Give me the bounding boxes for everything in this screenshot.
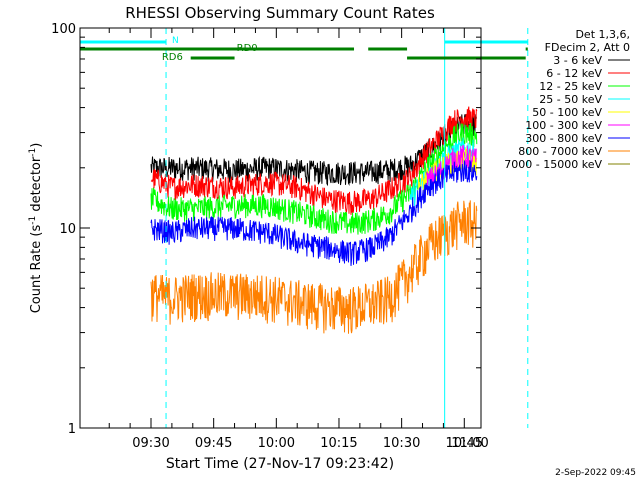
x-tick-label-2: 10:00 (258, 436, 295, 451)
legend-label-7: 800 - 7000 keV (518, 145, 602, 158)
series-line-800-7000keV (150, 200, 478, 334)
bar-label-RD6: RD6 (162, 52, 183, 63)
y-tick-label-2: 100 (51, 22, 76, 37)
y-axis-label: Count Rate (s-1 detector-1) (28, 143, 44, 314)
legend-label-4: 50 - 100 keV (532, 106, 602, 119)
y-axis-label-mid: detector (29, 156, 44, 216)
y-axis-label-sup2: -1 (28, 148, 38, 157)
bar-label-RD0: RD0 (237, 43, 258, 54)
x-tick-label-4: 10:30 (383, 436, 420, 451)
y-tick-label-1: 10 (59, 222, 76, 237)
data-layer (150, 106, 478, 334)
x-tick-label-5: 10:45 (446, 436, 483, 451)
x-tick-label-3: 10:15 (320, 436, 357, 451)
legend-label-5: 100 - 300 keV (525, 119, 602, 132)
y-axis-label-sup1: -1 (28, 216, 38, 225)
x-tick-label-6: 11:00 (451, 436, 488, 451)
y-tick-label-0: 1 (68, 422, 76, 437)
legend-label-0: 3 - 6 keV (553, 54, 602, 67)
axis-layer: 1 10 100 09:30 09:45 10:00 10:15 10:30 10:4511:0… (51, 22, 489, 451)
legend-header-1: FDecim 2, Att 0 (545, 41, 630, 54)
chart-title: RHESSI Observing Summary Count Rates (125, 4, 435, 22)
annotation-layer: N RD0 RD6 (79, 28, 529, 428)
legend-label-2: 12 - 25 keV (539, 80, 602, 93)
legend-label-3: 25 - 50 keV (539, 93, 602, 106)
x-tick-label-1: 09:45 (195, 436, 232, 451)
legend-label-6: 300 - 800 keV (525, 132, 602, 145)
legend-label-1: 6 - 12 keV (546, 67, 602, 80)
legend-label-8: 7000 - 15000 keV (504, 158, 602, 171)
x-tick-label-0: 09:30 (132, 436, 169, 451)
y-axis-label-end: ) (29, 143, 44, 148)
y-axis-label-main: Count Rate (s (29, 225, 44, 314)
footer-timestamp: 2-Sep-2022 09:45 (555, 468, 636, 478)
x-axis-label: Start Time (27-Nov-17 09:23:42) (166, 456, 394, 472)
legend-header-0: Det 1,3,6, (575, 28, 630, 41)
bar-label-N: N (172, 36, 179, 46)
series-line-300-800keV (150, 159, 478, 266)
